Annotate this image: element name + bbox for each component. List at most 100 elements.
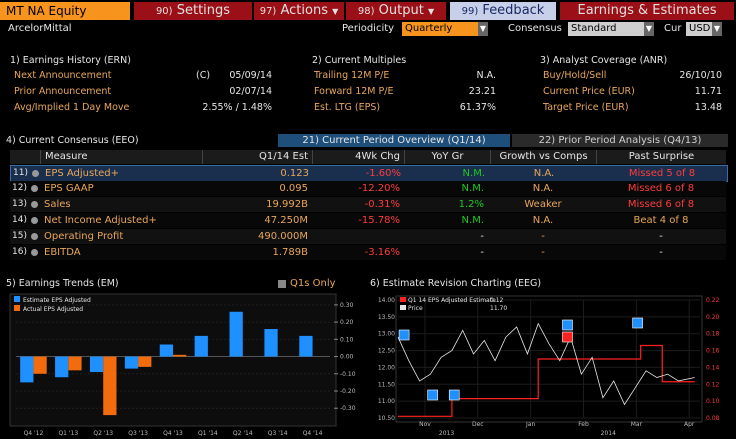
settings-button[interactable]: 90) Settings — [134, 2, 252, 20]
estimate-revision-chart: 14.00 13.50 13.00 12.50 12.00 11.50 11.00 10.50… — [378, 295, 720, 437]
actual-bar — [103, 356, 117, 416]
settings-number: 90) — [155, 6, 173, 17]
estimate-bar — [194, 335, 208, 357]
measure-name: Sales — [44, 199, 71, 210]
legend-price: Price — [408, 305, 423, 312]
company-name: ArcelorMittal — [8, 23, 72, 34]
multiples-label: Trailing 12M P/E — [314, 70, 390, 81]
current-multiples-header: 2) Current Multiples — [312, 55, 407, 66]
analyst-coverage-header[interactable]: 3) Analyst Coverage (ANR) — [540, 55, 668, 66]
x-tick-label: Nov — [419, 421, 431, 428]
table-row[interactable]: 13) Sales 19.992B -0.31% 1.2% Weaker Missed 6 … — [10, 197, 726, 212]
four-week-change: -0.31% — [364, 199, 400, 210]
chevron-down-icon[interactable]: ▼ — [644, 22, 654, 36]
x-tick-label: Apr — [684, 421, 695, 428]
tab-prior-period[interactable]: 22) Prior Period Analysis (Q4/13) — [512, 134, 728, 147]
row-radio[interactable] — [31, 249, 38, 256]
table-row[interactable]: 15) Operating Profit 490.000M - - - — [10, 229, 726, 244]
legend-swatch-price — [400, 305, 406, 310]
past-surprise: - — [659, 247, 663, 258]
q1s-checkbox[interactable] — [278, 280, 286, 288]
y-left-tick-label: 11.00 — [378, 398, 395, 405]
column-header[interactable]: Past Surprise — [596, 150, 726, 164]
x-tick-label: Q4 '12 — [24, 430, 44, 437]
row-radio[interactable] — [31, 217, 38, 224]
multiples-value: 61.37% — [459, 102, 496, 113]
x-tick-label: Dec — [472, 421, 484, 428]
analyst-value: 13.48 — [694, 102, 722, 113]
x-tick-label: Q1 '14 — [198, 430, 218, 437]
table-row[interactable]: 12) EPS GAAP 0.095 -12.20% N.M. N.A. Missed 6 … — [10, 181, 726, 196]
row-number: 15) — [12, 231, 27, 241]
estimate-bar — [229, 311, 243, 357]
analyst-label: Target Price (EUR) — [543, 102, 629, 113]
consensus-select[interactable]: Standard — [568, 22, 644, 36]
row-number: 11) — [13, 168, 28, 178]
history-value: 2.55% / 1.48% — [202, 102, 272, 113]
column-header[interactable]: Q1/14 Est — [202, 150, 312, 164]
table-row[interactable]: 11) EPS Adjusted+ 0.123 -1.60% N.M. N.A. Misse… — [10, 165, 728, 182]
row-radio[interactable] — [31, 233, 38, 240]
row-number: 13) — [12, 199, 27, 209]
estimate-bar — [20, 356, 34, 383]
column-header[interactable]: Measure — [40, 150, 202, 164]
actual-bar — [138, 356, 152, 367]
chevron-down-icon[interactable]: ▼ — [712, 22, 722, 36]
revision-marker-icon[interactable] — [398, 329, 410, 341]
table-row[interactable]: 16) EBITDA 1.789B -3.16% - - - — [10, 245, 726, 260]
y-left-tick-label: 12.00 — [378, 364, 395, 371]
history-label: Next Announcement — [14, 70, 112, 81]
column-header[interactable]: YoY Gr — [404, 150, 490, 164]
year-label: 2013 — [439, 430, 454, 437]
growth-vs-comps: N.A. — [532, 215, 554, 226]
feedback-button[interactable]: 99) Feedback — [450, 2, 556, 20]
x-tick-label: Q2 '14 — [233, 430, 253, 437]
y-right-tick-label: 0.20 — [706, 314, 720, 321]
y-tick-label: 0.10 — [340, 336, 354, 343]
estimate-revision-header[interactable]: 6) Estimate Revision Charting (EEG) — [370, 278, 542, 289]
revision-marker-icon[interactable] — [427, 389, 438, 401]
x-tick-label: Jan — [525, 421, 535, 428]
growth-vs-comps: N.A. — [533, 168, 555, 179]
past-surprise: - — [659, 231, 663, 242]
row-radio[interactable] — [31, 201, 38, 208]
y-left-tick-label: 10.50 — [378, 415, 395, 422]
history-value: 02/07/14 — [229, 86, 272, 97]
currency-select[interactable]: USD — [686, 22, 712, 36]
row-radio[interactable] — [32, 170, 39, 177]
current-consensus-header[interactable]: 4) Current Consensus (EEO) — [6, 135, 139, 146]
output-button[interactable]: 98) Output ▼ — [346, 2, 446, 20]
security-ticker[interactable]: MT NA Equity — [0, 2, 130, 20]
revision-marker-icon[interactable] — [562, 331, 573, 343]
estimate-bar — [89, 356, 104, 373]
row-radio[interactable] — [31, 185, 38, 192]
table-row[interactable]: 14) Net Income Adjusted+ 47.250M -15.78% N.M… — [10, 213, 726, 228]
periodicity-select[interactable]: Quarterly — [402, 22, 478, 36]
x-tick-label: Q4 '14 — [303, 430, 323, 437]
y-left-tick-label: 12.50 — [378, 348, 395, 355]
actions-button[interactable]: 97) Actions ▼ — [254, 2, 344, 20]
past-surprise: Missed 5 of 8 — [628, 168, 696, 179]
revision-marker-icon[interactable] — [448, 389, 460, 401]
earnings-history-header[interactable]: 1) Earnings History (ERN) — [10, 55, 131, 66]
y-left-tick-label: 11.50 — [378, 381, 395, 388]
earnings-trends-header[interactable]: 5) Earnings Trends (EM) — [6, 278, 119, 289]
history-value: 05/09/14 — [229, 70, 272, 81]
revision-marker-icon[interactable] — [562, 319, 573, 331]
x-tick-label: Q3 '13 — [128, 430, 148, 437]
estimate-value: 47.250M — [264, 215, 308, 226]
four-week-change: -15.78% — [358, 215, 400, 226]
y-right-tick-label: 0.18 — [706, 331, 720, 338]
four-week-change: -1.60% — [365, 168, 401, 179]
tab-current-period[interactable]: 21) Current Period Overview (Q1/14) — [278, 134, 510, 147]
revision-marker-icon[interactable] — [632, 317, 643, 329]
column-header[interactable]: Growth vs Comps — [490, 150, 596, 164]
estimate-value: 0.095 — [279, 183, 308, 194]
multiples-label: Est. LTG (EPS) — [314, 102, 381, 113]
column-header[interactable]: 4Wk Chg — [312, 150, 404, 164]
growth-vs-comps: N.A. — [532, 183, 554, 194]
y-tick-label: -0.10 — [340, 371, 356, 378]
legend-swatch-actual — [14, 305, 20, 311]
chevron-down-icon[interactable]: ▼ — [478, 22, 488, 36]
feedback-label: Feedback — [482, 3, 545, 18]
